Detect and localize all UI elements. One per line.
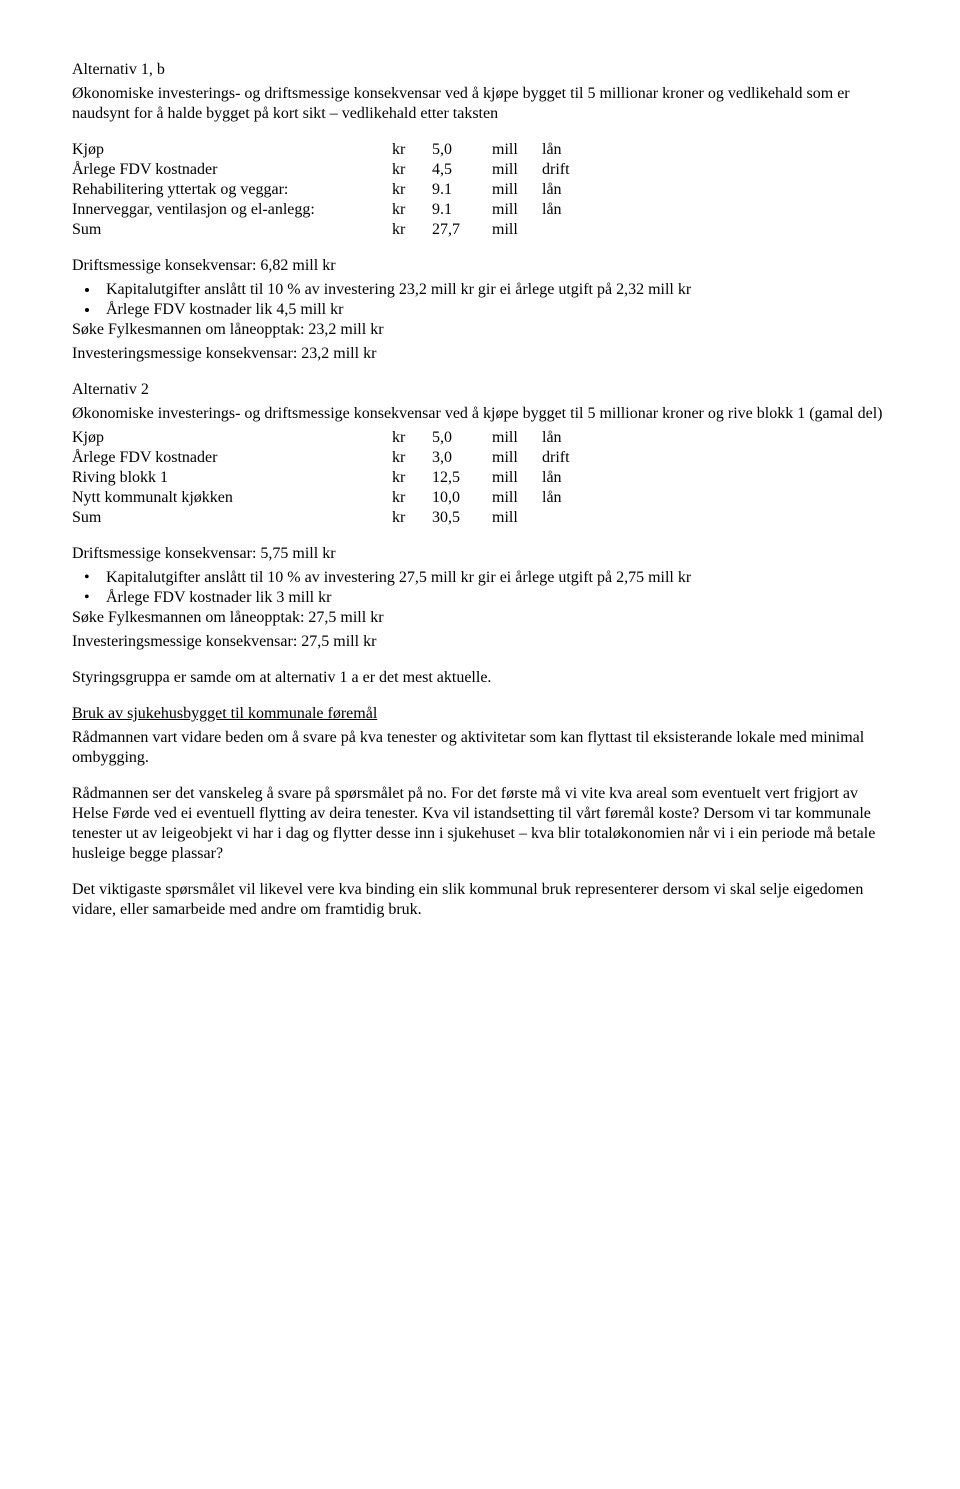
section-alt1b: Alternativ 1, b Økonomiske investerings-…	[72, 60, 888, 124]
bruk-block3: Det viktigaste spørsmålet vil likevel ve…	[72, 880, 888, 920]
list-item: Kapitalutgifter anslått til 10 % av inve…	[100, 280, 888, 300]
alt2-intro: Økonomiske investerings- og driftsmessig…	[72, 404, 888, 424]
table-row: Sum kr 30,5 mill	[72, 508, 602, 528]
bruk-block1: Bruk av sjukehusbygget til kommunale før…	[72, 704, 888, 768]
cell-val: 5,0	[432, 428, 492, 448]
cell-unit: mill	[492, 220, 542, 240]
alt1b-intro: Økonomiske investerings- og driftsmessig…	[72, 84, 888, 124]
cell-val: 12,5	[432, 468, 492, 488]
cell-fin: drift	[542, 448, 602, 468]
table-row: Nytt kommunalt kjøkken kr 10,0 mill lån	[72, 488, 602, 508]
alt2-after2: Investeringsmessige konsekvensar: 27,5 m…	[72, 632, 888, 652]
table-row: Innerveggar, ventilasjon og el-anlegg: k…	[72, 200, 602, 220]
cell-label: Nytt kommunalt kjøkken	[72, 488, 392, 508]
cell-val: 3,0	[432, 448, 492, 468]
section-alt2: Alternativ 2 Økonomiske investerings- og…	[72, 380, 888, 424]
cell-fin: lån	[542, 468, 602, 488]
alt2-drift-heading: Driftsmessige konsekvensar: 5,75 mill kr	[72, 544, 888, 564]
cell-label: Sum	[72, 220, 392, 240]
cell-kr: kr	[392, 448, 432, 468]
cell-kr: kr	[392, 180, 432, 200]
cell-label: Årlege FDV kostnader	[72, 160, 392, 180]
cell-kr: kr	[392, 428, 432, 448]
alt1b-table: Kjøp kr 5,0 mill lån Årlege FDV kostnade…	[72, 140, 602, 240]
bruk-p3: Det viktigaste spørsmålet vil likevel ve…	[72, 880, 888, 920]
cell-label: Kjøp	[72, 140, 392, 160]
alt1b-after1: Søke Fylkesmannen om låneopptak: 23,2 mi…	[72, 320, 888, 340]
cell-kr: kr	[392, 200, 432, 220]
alt1b-drift-heading: Driftsmessige konsekvensar: 6,82 mill kr	[72, 256, 888, 276]
cell-kr: kr	[392, 488, 432, 508]
cell-unit: mill	[492, 160, 542, 180]
alt2-bullets: Kapitalutgifter anslått til 10 % av inve…	[72, 568, 888, 608]
cell-val: 30,5	[432, 508, 492, 528]
cell-fin	[542, 220, 602, 240]
table-row: Sum kr 27,7 mill	[72, 220, 602, 240]
cell-fin: lån	[542, 428, 602, 448]
cell-fin: lån	[542, 140, 602, 160]
cell-kr: kr	[392, 140, 432, 160]
cell-fin: lån	[542, 200, 602, 220]
styring-text: Styringsgruppa er samde om at alternativ…	[72, 668, 888, 688]
table-row: Rehabilitering yttertak og veggar: kr 9.…	[72, 180, 602, 200]
cell-fin: lån	[542, 488, 602, 508]
cell-unit: mill	[492, 448, 542, 468]
cell-kr: kr	[392, 160, 432, 180]
table-row: Riving blokk 1 kr 12,5 mill lån	[72, 468, 602, 488]
cell-unit: mill	[492, 180, 542, 200]
alt1b-after2: Investeringsmessige konsekvensar: 23,2 m…	[72, 344, 888, 364]
list-item: Årlege FDV kostnader lik 4,5 mill kr	[100, 300, 888, 320]
alt2-table: Kjøp kr 5,0 mill lån Årlege FDV kostnade…	[72, 428, 602, 528]
cell-val: 27,7	[432, 220, 492, 240]
bruk-p1: Rådmannen vart vidare beden om å svare p…	[72, 728, 888, 768]
cell-val: 9.1	[432, 200, 492, 220]
table-row: Årlege FDV kostnader kr 4,5 mill drift	[72, 160, 602, 180]
cell-val: 9.1	[432, 180, 492, 200]
cell-kr: kr	[392, 508, 432, 528]
table-row: Kjøp kr 5,0 mill lån	[72, 140, 602, 160]
cell-val: 5,0	[432, 140, 492, 160]
list-item: Kapitalutgifter anslått til 10 % av inve…	[84, 568, 888, 588]
bruk-block2: Rådmannen ser det vanskeleg å svare på s…	[72, 784, 888, 864]
cell-unit: mill	[492, 200, 542, 220]
alt1b-drift-block: Driftsmessige konsekvensar: 6,82 mill kr…	[72, 256, 888, 364]
table-row: Årlege FDV kostnader kr 3,0 mill drift	[72, 448, 602, 468]
alt2-drift-block: Driftsmessige konsekvensar: 5,75 mill kr…	[72, 544, 888, 652]
cell-unit: mill	[492, 428, 542, 448]
cell-unit: mill	[492, 140, 542, 160]
cell-val: 10,0	[432, 488, 492, 508]
alt1b-heading: Alternativ 1, b	[72, 60, 888, 80]
cell-unit: mill	[492, 488, 542, 508]
cell-kr: kr	[392, 220, 432, 240]
bruk-p2: Rådmannen ser det vanskeleg å svare på s…	[72, 784, 888, 864]
cell-label: Innerveggar, ventilasjon og el-anlegg:	[72, 200, 392, 220]
cell-label: Sum	[72, 508, 392, 528]
alt1b-bullets: Kapitalutgifter anslått til 10 % av inve…	[72, 280, 888, 320]
cell-val: 4,5	[432, 160, 492, 180]
cell-fin: lån	[542, 180, 602, 200]
cell-unit: mill	[492, 508, 542, 528]
styring-block: Styringsgruppa er samde om at alternativ…	[72, 668, 888, 688]
cell-fin	[542, 508, 602, 528]
cell-label: Kjøp	[72, 428, 392, 448]
cell-kr: kr	[392, 468, 432, 488]
cell-unit: mill	[492, 468, 542, 488]
alt2-after1: Søke Fylkesmannen om låneopptak: 27,5 mi…	[72, 608, 888, 628]
bruk-heading: Bruk av sjukehusbygget til kommunale før…	[72, 705, 377, 722]
table-row: Kjøp kr 5,0 mill lån	[72, 428, 602, 448]
cell-fin: drift	[542, 160, 602, 180]
list-item: Årlege FDV kostnader lik 3 mill kr	[84, 588, 888, 608]
cell-label: Riving blokk 1	[72, 468, 392, 488]
alt2-heading: Alternativ 2	[72, 380, 888, 400]
cell-label: Rehabilitering yttertak og veggar:	[72, 180, 392, 200]
cell-label: Årlege FDV kostnader	[72, 448, 392, 468]
